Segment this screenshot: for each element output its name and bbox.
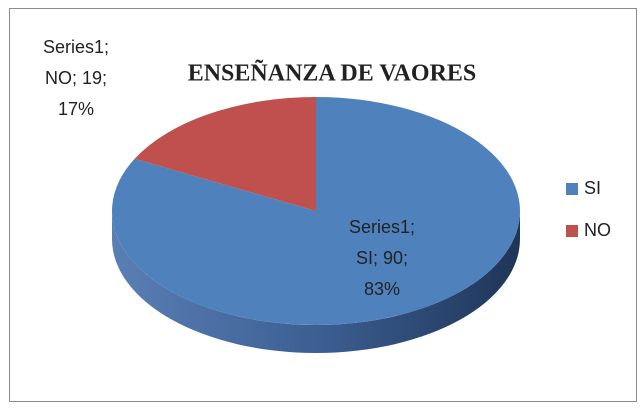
data-label: SI; 90; — [356, 248, 408, 268]
pie-slice — [134, 97, 316, 211]
chart-title: ENSEÑANZA DE VAORES — [188, 61, 477, 87]
legend-label: SI — [584, 178, 601, 198]
legend-swatch — [566, 183, 578, 195]
legend-swatch — [566, 225, 578, 237]
data-label: 83% — [364, 279, 400, 299]
data-label: NO; 19; — [45, 68, 107, 88]
pie-side — [112, 211, 520, 353]
data-label: 17% — [58, 99, 94, 119]
data-label: Series1; — [349, 217, 415, 237]
data-label: Series1; — [43, 37, 109, 57]
legend-label: NO — [584, 220, 611, 240]
